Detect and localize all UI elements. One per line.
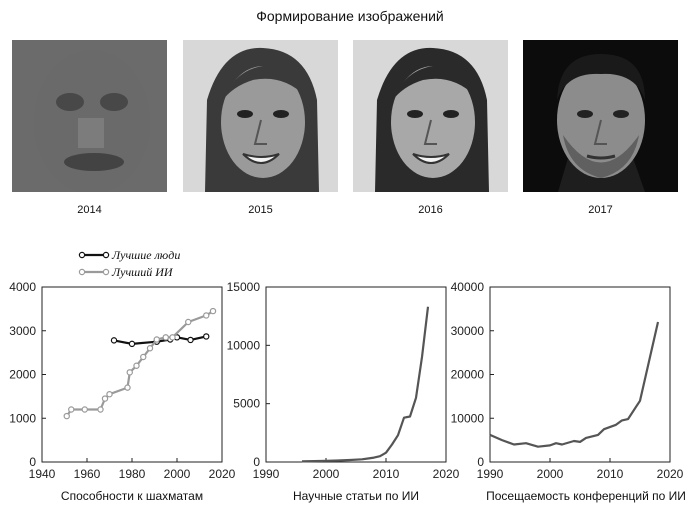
x-axis-label: Способности к шахматам xyxy=(61,489,203,503)
y-tick-label: 40000 xyxy=(451,280,485,294)
y-tick-label: 3000 xyxy=(9,324,36,338)
x-tick-label: 1980 xyxy=(119,467,146,481)
nose xyxy=(593,119,607,145)
data-point xyxy=(63,412,70,420)
face-image-2016 xyxy=(353,40,508,192)
plot-frame xyxy=(489,286,671,463)
face-image-2014 xyxy=(12,40,167,192)
data-point xyxy=(128,340,136,348)
right-eye xyxy=(443,110,459,118)
data-point xyxy=(68,406,75,413)
nose xyxy=(253,119,267,145)
chart-2: 0 5000 10000 15000 1990 2000 2010 2020 Научные с… xyxy=(227,280,460,503)
y-tick-label: 10000 xyxy=(451,411,485,425)
data-point xyxy=(203,312,210,319)
data-point xyxy=(140,353,147,361)
hair-fringe xyxy=(391,65,475,102)
x-tick-label: 1960 xyxy=(74,467,101,481)
y-tick-label: 2000 xyxy=(9,368,36,382)
data-point xyxy=(106,390,113,398)
y-tick-label: 5000 xyxy=(233,397,260,411)
y-tick-label: 1000 xyxy=(9,411,36,425)
beard xyxy=(563,135,639,178)
data-point xyxy=(110,337,118,344)
smile xyxy=(412,153,450,164)
data-point xyxy=(169,334,176,341)
data-point xyxy=(101,395,109,402)
x-tick-label: 1990 xyxy=(477,467,504,481)
y-tick-label: 4000 xyxy=(9,280,36,294)
data-point xyxy=(97,406,104,413)
y-tick-label: 0 xyxy=(253,455,260,469)
data-point xyxy=(146,345,154,352)
face-image-2017 xyxy=(523,40,678,192)
face-image-2015 xyxy=(183,40,338,192)
x-tick-label: 2000 xyxy=(313,467,340,481)
legend-marker xyxy=(102,268,110,276)
year-label-2014: 2014 xyxy=(77,204,102,216)
y-tick-label: 0 xyxy=(29,455,36,469)
legend-marker xyxy=(78,268,86,276)
x-tick-label: 2020 xyxy=(433,467,460,481)
nose xyxy=(423,119,437,145)
data-point xyxy=(133,362,140,369)
legend-marker xyxy=(78,251,86,259)
series-line-1 xyxy=(489,321,660,448)
face-shape xyxy=(221,66,305,178)
year-label-2017: 2017 xyxy=(588,204,613,216)
y-tick-label: 0 xyxy=(477,455,484,469)
left-eye xyxy=(407,110,423,118)
legend-label: Лучший ИИ xyxy=(111,265,174,279)
year-label-2015: 2015 xyxy=(248,204,273,216)
hair-fringe xyxy=(221,65,305,102)
left-eye xyxy=(56,93,84,111)
plot-frame xyxy=(265,286,447,463)
y-tick-label: 10000 xyxy=(227,338,261,352)
series-line-1 xyxy=(301,306,430,463)
x-tick-label: 2000 xyxy=(537,467,564,481)
hair xyxy=(557,54,645,100)
right-eye xyxy=(273,110,289,118)
series-line-2 xyxy=(65,310,214,417)
smile xyxy=(242,153,280,164)
nose xyxy=(78,118,104,148)
data-point xyxy=(124,384,131,391)
face-shape xyxy=(391,66,475,178)
figure-title: Формирование изображений xyxy=(256,8,444,24)
y-tick-label: 20000 xyxy=(451,368,485,382)
x-axis-label: Посещаемость конференций по ИИ xyxy=(486,489,686,503)
x-axis-label: Научные статьи по ИИ xyxy=(293,489,419,503)
legend-label: Лучшие люди xyxy=(111,248,180,262)
mouth xyxy=(586,154,616,160)
x-tick-label: 2020 xyxy=(209,467,236,481)
chart-1: 0 1000 2000 3000 4000 1940 1960 1980 2000 2020 Спо… xyxy=(9,248,235,503)
left-eye xyxy=(577,110,593,118)
x-tick-label: 2010 xyxy=(373,467,400,481)
data-point xyxy=(126,369,133,376)
x-tick-label: 1990 xyxy=(253,467,280,481)
year-label-2016: 2016 xyxy=(418,204,443,216)
data-point xyxy=(153,336,160,343)
x-tick-label: 2020 xyxy=(657,467,684,481)
chart-3: 0 10000 20000 30000 40000 1990 2000 2010 2020 Пос… xyxy=(451,280,686,503)
y-tick-label: 15000 xyxy=(227,280,261,294)
x-tick-label: 2000 xyxy=(164,467,191,481)
data-point xyxy=(187,336,194,344)
legend: Лучшие люди Лучший ИИ xyxy=(78,248,180,279)
right-eye xyxy=(613,110,629,118)
x-tick-label: 1940 xyxy=(29,467,56,481)
data-point xyxy=(81,406,88,413)
legend-marker xyxy=(102,251,110,259)
data-point xyxy=(162,334,169,341)
data-point xyxy=(209,307,217,315)
mouth xyxy=(64,153,124,171)
data-point xyxy=(185,318,192,326)
y-tick-label: 30000 xyxy=(451,324,485,338)
x-tick-label: 2010 xyxy=(597,467,624,481)
left-eye xyxy=(237,110,253,118)
right-eye xyxy=(100,93,128,111)
data-point xyxy=(203,333,210,340)
